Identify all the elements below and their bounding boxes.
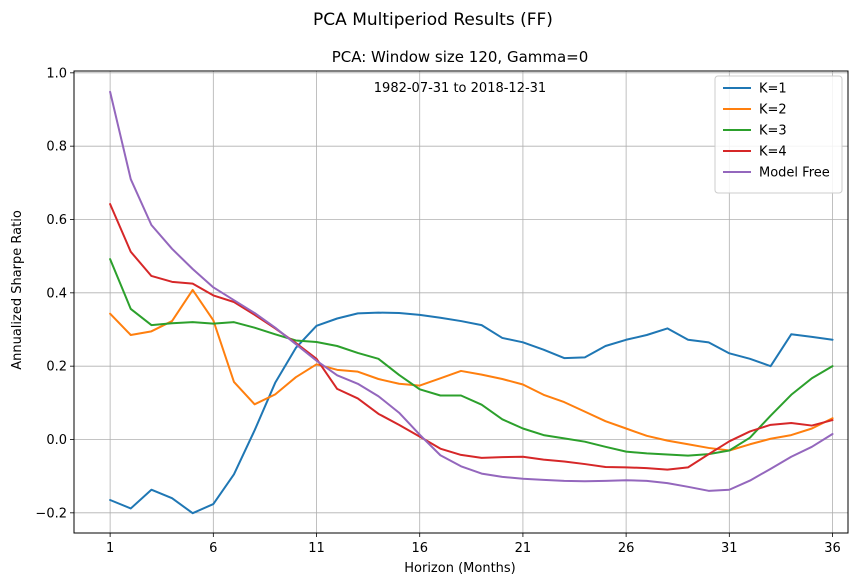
x-tick-label: 26 <box>618 541 635 556</box>
y-axis-label: Annualized Sharpe Ratio <box>10 210 25 370</box>
series-line-k-1 <box>109 311 834 515</box>
series-line-k-4 <box>109 203 834 471</box>
series-line-model-free <box>109 90 834 492</box>
x-tick-label: 21 <box>515 541 532 556</box>
date-range-annotation: 1982-07-31 to 2018-12-31 <box>374 81 546 96</box>
axis-ticks: 1 6 11 16 21 26 31 36−0.20.00.20.40.60.81.0 <box>35 66 840 556</box>
legend-label: K=1 <box>759 82 787 97</box>
series-lines <box>109 90 834 515</box>
y-tick-label: 0.6 <box>46 213 67 228</box>
y-tick-label: 1.0 <box>46 66 67 81</box>
x-tick-label: 16 <box>411 541 428 556</box>
chart-title: PCA: Window size 120, Gamma=0 <box>332 48 589 66</box>
y-tick-label: −0.2 <box>35 506 67 521</box>
y-tick-label: 0.2 <box>46 360 67 375</box>
y-tick-label: 0.4 <box>46 286 67 301</box>
series-line-k-3 <box>109 258 834 457</box>
legend-box <box>714 75 843 194</box>
legend-label: K=2 <box>759 103 787 118</box>
x-tick-label: 1 <box>106 541 114 556</box>
chart-suptitle: PCA Multiperiod Results (FF) <box>313 10 553 30</box>
legend-label: K=4 <box>759 145 787 160</box>
series-line-k-2 <box>109 288 834 452</box>
y-tick-label: 0.8 <box>46 140 67 155</box>
x-axis-label: Horizon (Months) <box>404 561 516 576</box>
y-tick-label: 0.0 <box>46 433 67 448</box>
plot-area-frame <box>73 70 849 534</box>
legend-label: Model Free <box>759 166 830 181</box>
x-tick-label: 11 <box>308 541 325 556</box>
chart-legend: K=1 K=2 K=3 K=4 Model Free <box>714 75 843 194</box>
x-tick-label: 36 <box>824 541 841 556</box>
x-tick-label: 31 <box>721 541 738 556</box>
x-tick-label: 6 <box>209 541 217 556</box>
legend-label: K=3 <box>759 124 787 139</box>
